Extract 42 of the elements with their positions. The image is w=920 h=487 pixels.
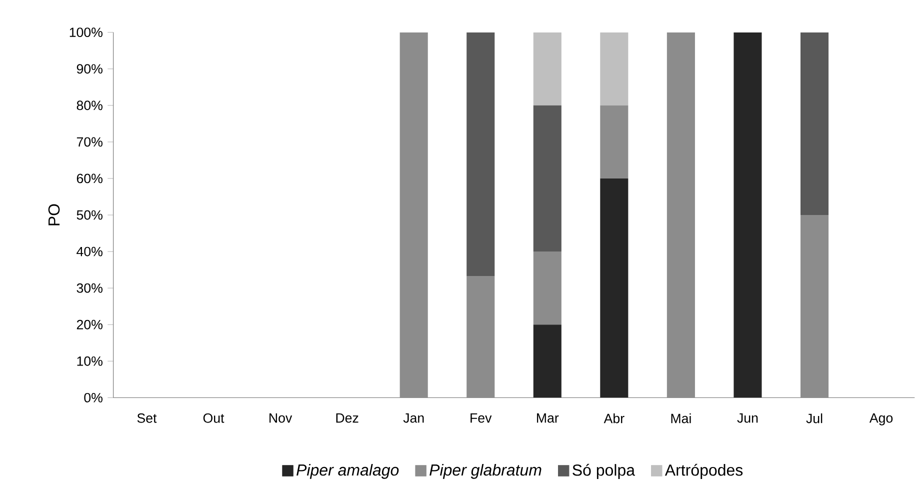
bar — [600, 178, 628, 398]
bar — [734, 32, 762, 398]
bar — [400, 32, 428, 398]
y-tick-label: 100% — [70, 28, 102, 38]
y-tick-label: 90% — [76, 64, 102, 74]
x-tick-label: Jun — [737, 413, 758, 423]
bar — [466, 276, 495, 398]
y-tick-label: 40% — [76, 246, 102, 256]
legend-label: Só polpa — [572, 464, 636, 479]
legend-label: Piper glabratum — [430, 464, 542, 479]
x-tick-label: Out — [203, 413, 224, 423]
x-tick-label: Dez — [336, 413, 358, 423]
x-tick-label: Abr — [604, 413, 624, 424]
x-tick-label: Mar — [537, 413, 559, 423]
bar — [533, 105, 562, 252]
legend-label: Piper amalago — [296, 464, 399, 479]
x-tick-label: Set — [137, 413, 157, 423]
bar — [533, 252, 562, 325]
bar — [800, 215, 829, 398]
legend-label: Artrópodes — [664, 464, 743, 479]
bar — [800, 32, 829, 216]
y-tick-label: 10% — [77, 356, 102, 366]
y-tick-label: 50% — [76, 210, 102, 220]
bar — [600, 105, 628, 178]
y-tick-label: 30% — [76, 283, 102, 293]
bar — [533, 32, 562, 106]
x-tick-label: Nov — [270, 413, 292, 423]
y-tick-label: 20% — [76, 320, 102, 330]
bar — [600, 32, 628, 106]
x-tick-label: Ago — [869, 413, 893, 426]
x-tick-label: Jan — [403, 413, 424, 423]
x-tick-label: Mai — [671, 413, 691, 424]
x-tick-label: Jul — [806, 413, 822, 424]
x-tick-label: Fev — [470, 413, 492, 423]
y-tick-label: 0% — [84, 392, 102, 402]
y-tick-label: 60% — [76, 174, 102, 184]
y-axis-title: PO — [48, 204, 60, 226]
y-tick-label: 70% — [76, 137, 102, 147]
bar — [533, 324, 562, 398]
bar — [666, 32, 695, 398]
y-tick-label: 80% — [76, 100, 102, 110]
bar — [466, 32, 495, 276]
